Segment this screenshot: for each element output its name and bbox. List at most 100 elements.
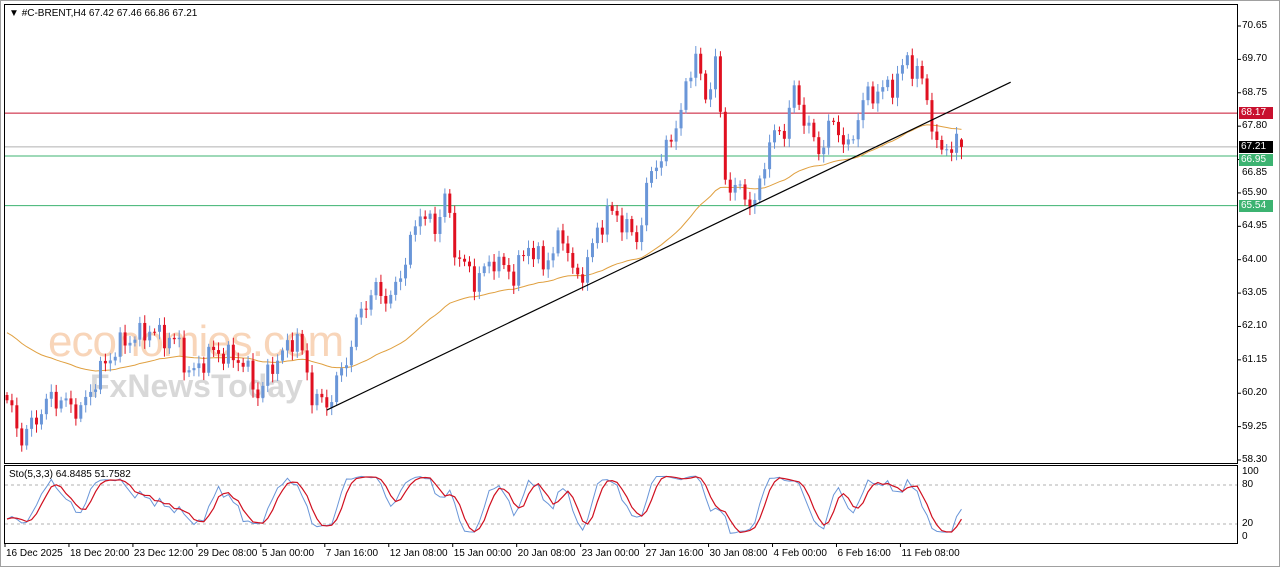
candle-bull <box>281 350 285 361</box>
candle-bull <box>128 342 132 346</box>
candle-bull <box>846 139 850 145</box>
candle-bull <box>394 281 398 295</box>
candle-bull <box>768 142 772 170</box>
candle-bear <box>202 363 206 373</box>
candle-bull <box>261 385 265 399</box>
candle-bear <box>423 216 427 219</box>
triangle-down-icon[interactable]: ▼ <box>9 8 19 19</box>
candle-bull <box>285 340 289 351</box>
candle-bear <box>959 139 963 147</box>
candle-bear <box>512 271 516 286</box>
candle-bull <box>133 339 137 343</box>
candle-bear <box>802 104 806 126</box>
candle-bull <box>428 213 432 219</box>
candle-bull <box>389 294 393 304</box>
price-tick-label: 61.15 <box>1242 353 1268 365</box>
candle-bear <box>522 255 526 257</box>
candle-bull <box>851 139 855 141</box>
candle-bull <box>787 107 791 139</box>
candle-bear <box>448 193 452 213</box>
candle-bull <box>49 391 53 399</box>
time-tick-label: 29 Dec 08:00 <box>197 548 258 559</box>
candle-bull <box>399 278 403 282</box>
candle-bull <box>443 193 447 218</box>
candle-bull <box>640 225 644 243</box>
candle-bull <box>187 370 191 373</box>
time-tick-label: 30 Jan 08:00 <box>709 548 768 559</box>
stochastic-tick-label: 0 <box>1242 531 1248 542</box>
price-tick-label: 64.00 <box>1242 253 1268 265</box>
candle-bull <box>487 261 491 267</box>
candle-bear <box>153 331 157 333</box>
candle-bull <box>64 398 68 401</box>
candle-bull <box>148 331 152 341</box>
candle-bear <box>221 353 225 364</box>
candle-bear <box>212 346 216 351</box>
main-chart-panel[interactable] <box>4 4 1238 464</box>
candle-bear <box>20 428 24 446</box>
candle-bull <box>551 253 555 261</box>
candle-bull <box>586 257 590 283</box>
candle-bull <box>650 171 654 183</box>
candle-bull <box>369 295 373 310</box>
candle-bull <box>876 91 880 104</box>
candle-bear <box>797 85 801 105</box>
candle-bull <box>374 281 378 296</box>
candle-bear <box>472 266 476 292</box>
candle-bull <box>822 147 826 155</box>
candle-bear <box>935 131 939 140</box>
candle-bear <box>777 130 781 132</box>
candle-bear <box>743 184 747 200</box>
candle-bull <box>25 428 29 446</box>
candle-bear <box>841 135 845 145</box>
candle-bull <box>94 389 98 392</box>
candle-bull <box>753 199 757 207</box>
candle-bull <box>792 85 796 108</box>
price-tick-label: 58.30 <box>1242 454 1268 465</box>
candle-bear <box>630 219 634 233</box>
candle-bear <box>271 364 275 374</box>
candle-bull <box>192 368 196 371</box>
candle-bear <box>620 215 624 233</box>
time-tick-label: 16 Dec 2025 <box>6 548 63 559</box>
candle-bear <box>635 232 639 243</box>
candle-bear <box>310 372 314 406</box>
candle-bear <box>836 121 840 136</box>
candle-bear <box>817 137 821 155</box>
stochastic-panel[interactable] <box>4 465 1238 544</box>
time-tick-label: 7 Jan 16:00 <box>325 548 379 559</box>
candle-bull <box>625 219 629 233</box>
candle-bull <box>118 332 122 357</box>
candle-bull <box>595 227 599 244</box>
candle-bull <box>404 264 408 279</box>
candle-bull <box>497 256 501 272</box>
candle-bull <box>482 266 486 274</box>
candle-bear <box>699 53 703 74</box>
candle-bull <box>39 414 43 425</box>
candle-bear <box>571 252 575 268</box>
level-tag-resistance: 68.17 <box>1239 107 1273 120</box>
candle-bear <box>143 322 147 341</box>
price-tick-label: 68.75 <box>1242 86 1268 98</box>
candle-bear <box>74 404 78 419</box>
time-tick-label: 23 Dec 12:00 <box>133 548 194 559</box>
candle-bull <box>905 55 909 66</box>
candle-bull <box>226 344 230 364</box>
candle-bull <box>59 400 63 409</box>
candle-bear <box>463 258 467 262</box>
candle-bull <box>733 184 737 193</box>
candle-bull <box>349 346 353 366</box>
candle-bear <box>748 199 752 207</box>
price-tick-label: 60.20 <box>1242 387 1268 399</box>
candle-bull <box>158 324 162 332</box>
candle-bear <box>15 405 19 429</box>
candle-bull <box>354 317 358 347</box>
candle-bear <box>940 139 944 150</box>
candle-bear <box>103 360 107 364</box>
candle-bear <box>172 337 176 340</box>
price-tick-label: 59.25 <box>1242 420 1268 432</box>
candle-bear <box>507 265 511 272</box>
candle-bull <box>827 120 831 148</box>
candle-bear <box>433 213 437 234</box>
